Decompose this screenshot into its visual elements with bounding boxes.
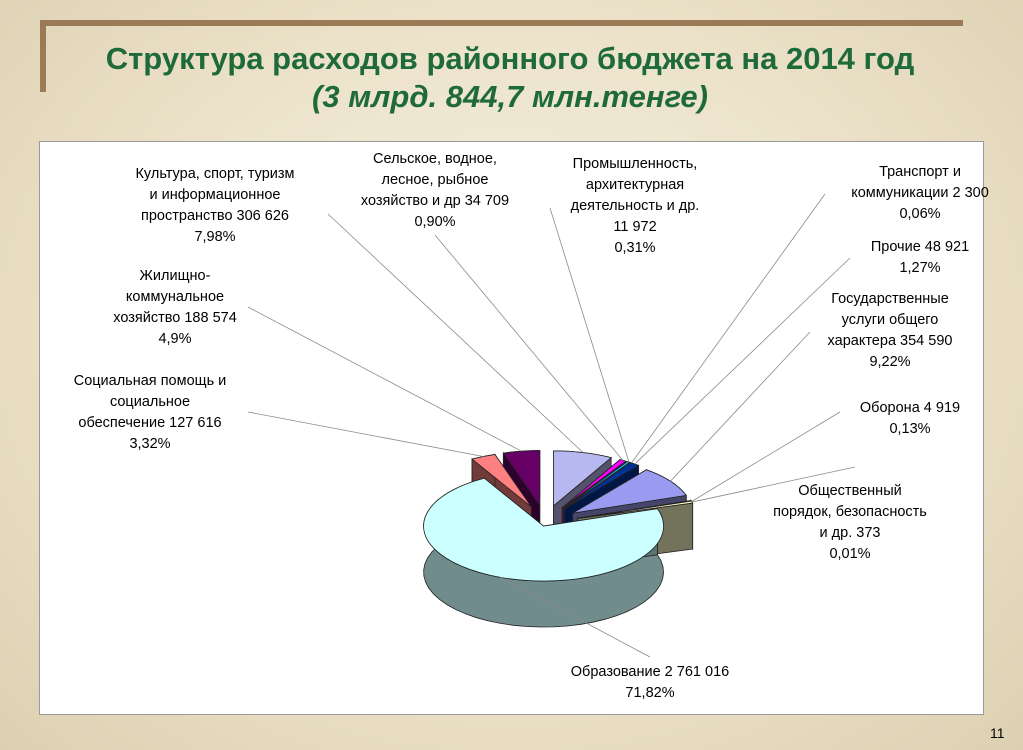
slice-label: Прочие 48 921 1,27% <box>870 239 970 276</box>
subtitle-text: (3 млрд. 844,7 млн.тенге) <box>312 79 708 114</box>
leader-line <box>327 213 584 453</box>
page-number: 11 <box>990 725 1005 741</box>
slice-label: Социальная помощь и социальное обеспечен… <box>73 373 227 452</box>
title-text: Структура расходов районного бюджета на … <box>105 41 915 76</box>
leader-line <box>670 331 811 482</box>
pie-slice <box>423 477 664 628</box>
slice-label: Сельское, водное, лесное, рыбное хозяйст… <box>360 151 510 230</box>
leader-line <box>691 411 841 502</box>
leader-line <box>500 577 651 658</box>
leader-line <box>634 257 851 465</box>
slice-label: Общественный порядок, безопасность и др.… <box>773 483 927 562</box>
chart-area: Культура, спорт, туризм и информационное… <box>39 141 989 715</box>
leader-line <box>434 234 624 461</box>
leader-line <box>247 411 484 457</box>
frame-left-bar <box>40 20 46 92</box>
pie-chart <box>247 193 856 658</box>
slice-label: Транспорт и коммуникации 2 300 0,06% <box>851 164 989 222</box>
slice-label: Государственные услуги общего характера … <box>827 291 953 370</box>
leader-line <box>631 193 826 464</box>
slide-title: Структура расходов районного бюджета на … <box>60 40 960 116</box>
slice-label: Промышленность, архитектурная деятельнос… <box>570 156 700 256</box>
leader-line <box>247 306 522 452</box>
leader-line <box>691 466 856 503</box>
slice-label: Оборона 4 919 0,13% <box>859 400 961 437</box>
frame-top-bar <box>40 20 963 26</box>
slice-label: Образование 2 761 016 71,82% <box>570 664 730 701</box>
slice-label: Культура, спорт, туризм и информационное… <box>135 166 295 245</box>
slice-label: Жилищно- коммунальное хозяйство 188 574 … <box>113 268 237 347</box>
leader-line <box>549 207 630 463</box>
